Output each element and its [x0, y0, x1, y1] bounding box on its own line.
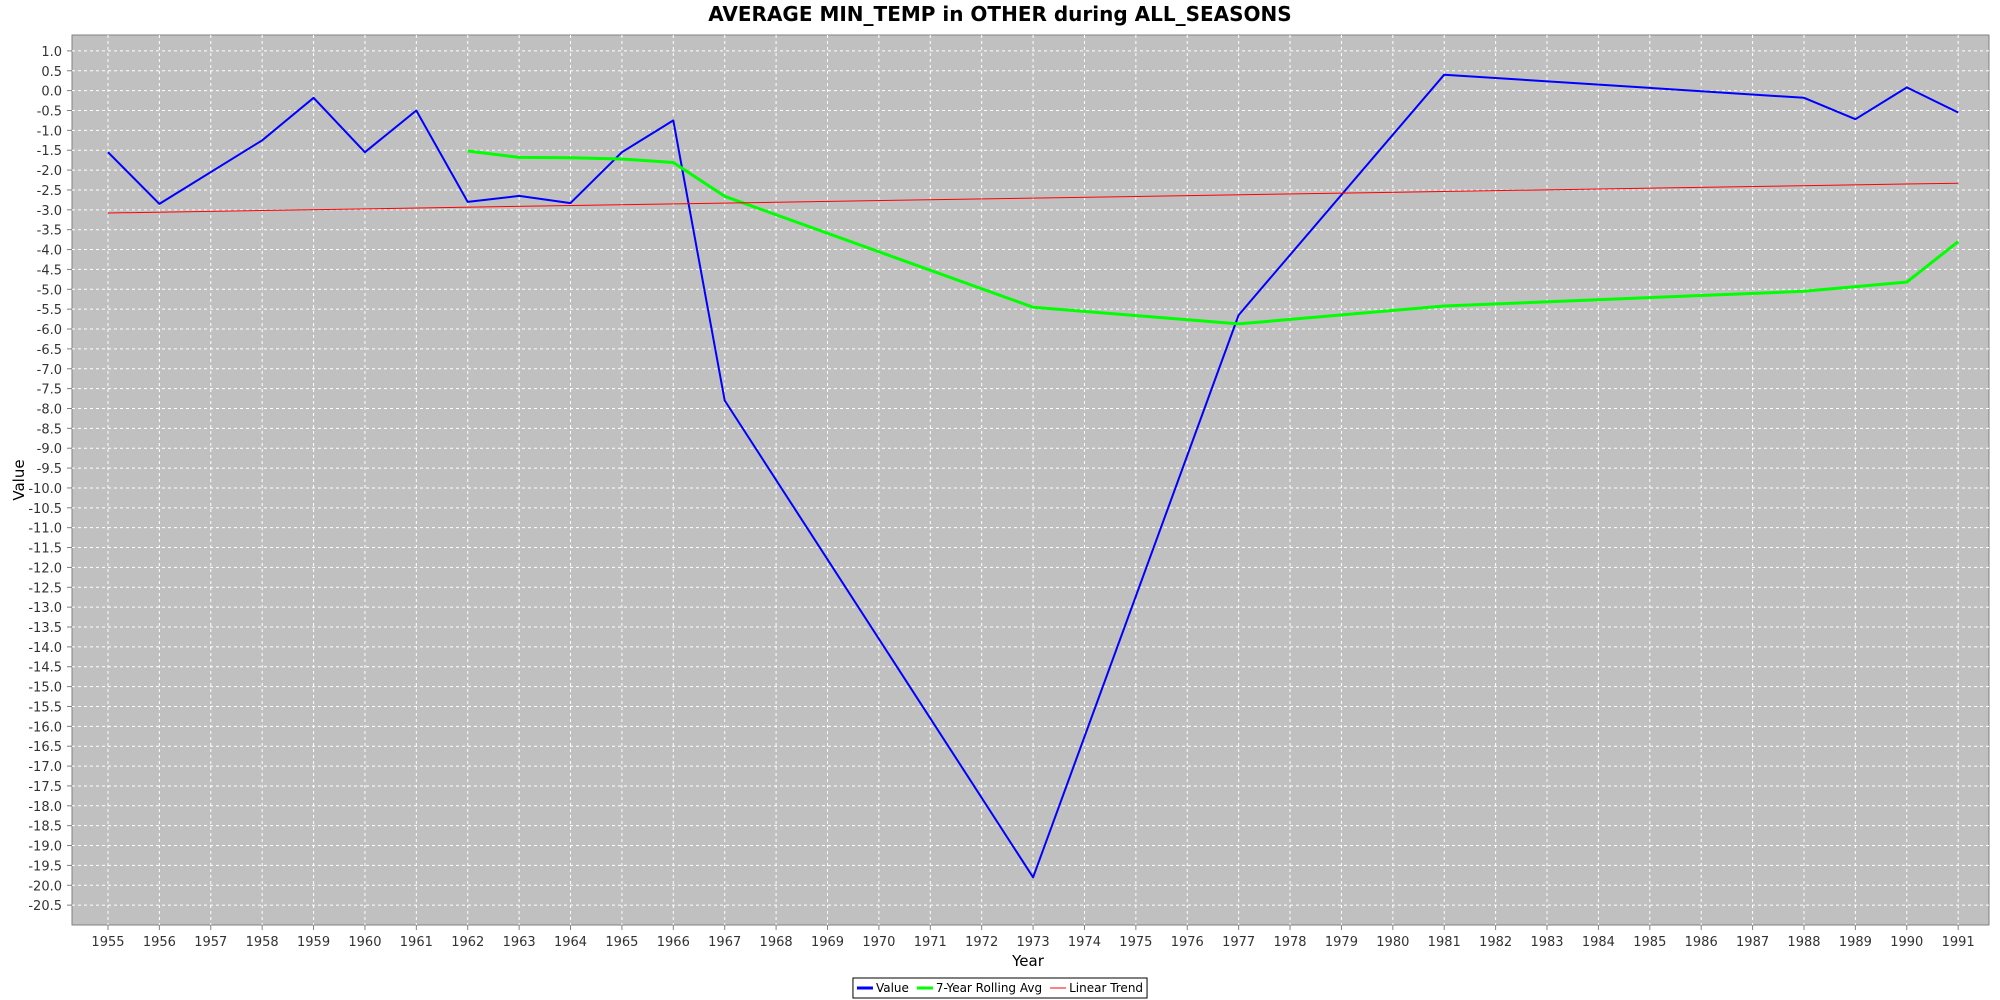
y-tick-label: -10.5 [28, 502, 62, 517]
x-tick-label: 1961 [400, 935, 433, 950]
x-tick-label: 1962 [451, 935, 484, 950]
x-tick-label: 1991 [1942, 935, 1975, 950]
legend-box [852, 977, 1148, 999]
y-tick-label: -13.0 [28, 601, 62, 616]
x-tick-label: 1986 [1685, 935, 1718, 950]
chart-title: AVERAGE MIN_TEMP in OTHER during ALL_SEA… [708, 2, 1292, 26]
x-tick-label: 1964 [554, 935, 587, 950]
y-tick-label: -8.5 [37, 422, 62, 437]
series-line-linear-trend [107, 182, 1959, 214]
axes: 1955 1956 1957 1958 1959 1960 1961 1962 1963 1964… [28, 45, 1974, 950]
y-tick-label: -16.5 [28, 740, 62, 755]
x-tick-label: 1981 [1428, 935, 1461, 950]
y-tick-label: -12.5 [28, 581, 62, 596]
y-tick-label: 0.5 [41, 65, 62, 80]
y-tick-label: -18.0 [28, 800, 62, 815]
x-tick-label: 1976 [1171, 935, 1204, 950]
y-tick-label: -15.0 [28, 681, 62, 696]
series-line-7-year-rolling-avg [467, 149, 1960, 326]
y-tick-label: -14.5 [28, 661, 62, 676]
y-tick-label: -20.5 [28, 899, 62, 914]
x-tick-label: 1958 [246, 935, 279, 950]
y-tick-label: -9.5 [37, 462, 62, 477]
series-line-value [107, 73, 1959, 879]
y-tick-label: -7.0 [37, 363, 62, 378]
x-tick-label: 1985 [1633, 935, 1666, 950]
y-tick-label: -14.0 [28, 641, 62, 656]
legend-label: Value [876, 981, 909, 995]
x-tick-label: 1970 [862, 935, 895, 950]
y-tick-label: -9.0 [37, 442, 62, 457]
y-tick-label: -20.0 [28, 879, 62, 894]
x-tick-label: 1963 [503, 935, 536, 950]
x-tick-label: 1982 [1479, 935, 1512, 950]
legend: Value 7-Year Rolling Avg Linear Trend [852, 977, 1148, 999]
x-tick-label: 1989 [1839, 935, 1872, 950]
series-lines [107, 73, 1960, 879]
x-tick-label: 1990 [1890, 935, 1923, 950]
x-tick-label: 1957 [194, 935, 227, 950]
y-tick-label: -6.5 [37, 343, 62, 358]
y-tick-label: -12.0 [28, 561, 62, 576]
x-tick-label: 1967 [708, 935, 741, 950]
x-tick-label: 1984 [1582, 935, 1615, 950]
y-tick-label: -5.5 [37, 303, 62, 318]
x-axis-title: Year [1011, 952, 1045, 970]
y-tick-label: -19.5 [28, 859, 62, 874]
plot-background [71, 34, 1990, 926]
y-tick-label: -17.0 [28, 760, 62, 775]
y-tick-label: -15.5 [28, 700, 62, 715]
x-tick-label: 1979 [1325, 935, 1358, 950]
legend-label: Linear Trend [1069, 981, 1143, 995]
x-tick-label: 1960 [348, 935, 381, 950]
x-tick-label: 1968 [760, 935, 793, 950]
x-tick-label: 1983 [1530, 935, 1563, 950]
x-tick-label: 1971 [914, 935, 947, 950]
x-tick-label: 1973 [1017, 935, 1050, 950]
y-tick-label: -13.5 [28, 621, 62, 636]
x-tick-label: 1969 [811, 935, 844, 950]
y-tick-label: 0.0 [41, 85, 62, 100]
y-tick-label: -3.0 [37, 204, 62, 219]
x-tick-label: 1955 [91, 935, 124, 950]
y-tick-label: -11.0 [28, 522, 62, 537]
y-tick-label: -1.5 [37, 144, 62, 159]
y-tick-label: -2.5 [37, 184, 62, 199]
x-tick-label: 1975 [1119, 935, 1152, 950]
x-tick-label: 1978 [1273, 935, 1306, 950]
legend-label: 7-Year Rolling Avg [936, 981, 1042, 995]
y-tick-label: -6.0 [37, 323, 62, 338]
y-tick-label: -2.0 [37, 164, 62, 179]
y-tick-label: -19.0 [28, 840, 62, 855]
y-tick-label: -3.5 [37, 224, 62, 239]
x-tick-label: 1959 [297, 935, 330, 950]
y-tick-label: -4.5 [37, 263, 62, 278]
y-tick-label: -7.5 [37, 383, 62, 398]
x-tick-label: 1988 [1787, 935, 1820, 950]
y-tick-label: -18.5 [28, 820, 62, 835]
x-tick-label: 1974 [1068, 935, 1101, 950]
y-tick-label: -11.5 [28, 542, 62, 557]
y-tick-label: -10.0 [28, 482, 62, 497]
y-tick-label: 1.0 [41, 45, 62, 60]
y-tick-label: -1.0 [37, 124, 62, 139]
y-tick-label: -0.5 [37, 104, 62, 119]
x-tick-label: 1956 [143, 935, 176, 950]
x-tick-label: 1987 [1736, 935, 1769, 950]
x-tick-label: 1977 [1222, 935, 1255, 950]
y-axis-title: Value [10, 459, 28, 500]
y-tick-label: -5.0 [37, 283, 62, 298]
grid-lines [72, 35, 1989, 925]
y-tick-label: -8.0 [37, 402, 62, 417]
y-tick-label: -16.0 [28, 720, 62, 735]
y-tick-label: -17.5 [28, 780, 62, 795]
y-tick-label: -4.0 [37, 244, 62, 259]
x-tick-label: 1966 [657, 935, 690, 950]
x-tick-label: 1980 [1376, 935, 1409, 950]
x-tick-label: 1965 [605, 935, 638, 950]
x-tick-label: 1972 [965, 935, 998, 950]
